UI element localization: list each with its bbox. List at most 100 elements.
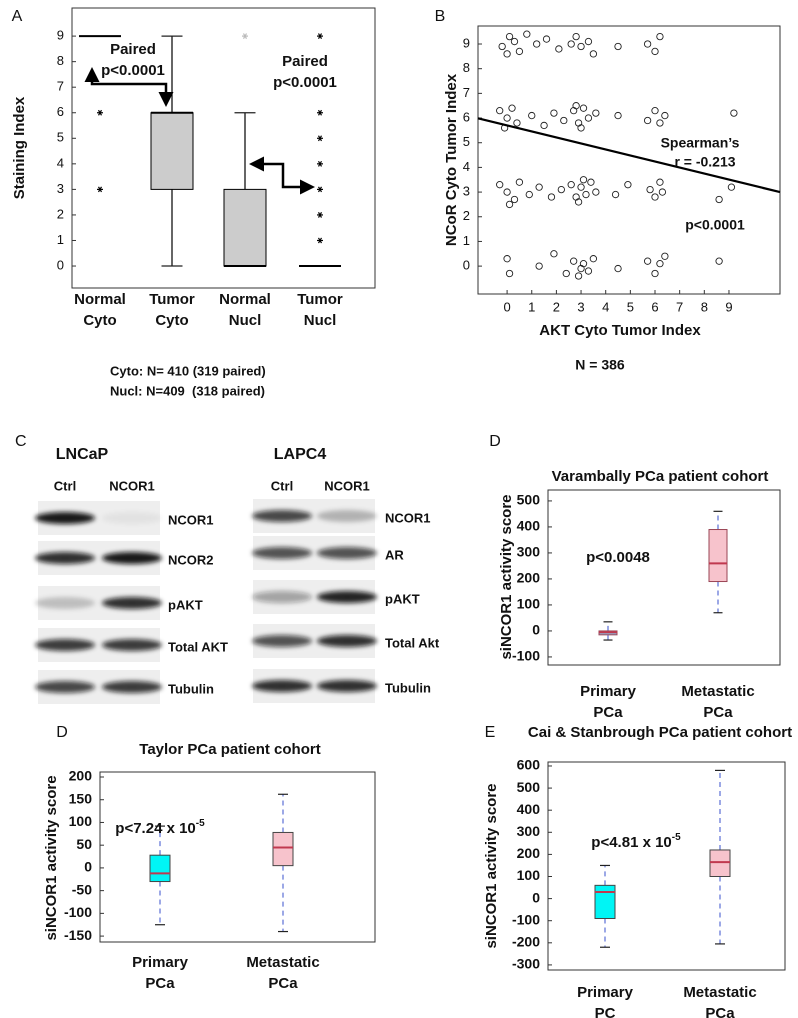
y-tick-label: 0 (84, 859, 92, 875)
point (592, 188, 600, 196)
text-line: PCa (705, 1005, 735, 1018)
point (567, 40, 575, 48)
panel-label: E (485, 724, 496, 741)
x-tick-label: 4 (602, 299, 609, 314)
y-tick-label: 7 (57, 79, 64, 94)
point (582, 190, 590, 199)
point (535, 183, 543, 191)
x-tick-label: Metastatic PCa (246, 954, 319, 992)
annotation: Spearman’s (661, 135, 740, 151)
point (577, 124, 585, 132)
annotation: Paired p<0.0001 (101, 41, 165, 79)
y-tick-label: 5 (463, 134, 470, 149)
point (498, 42, 506, 51)
box (150, 112, 194, 190)
x-tick-label: Primary PCa (132, 954, 189, 992)
point (661, 252, 669, 260)
trend-line (477, 117, 781, 194)
text-line: PCa (268, 975, 298, 992)
band-label: Total AKT (168, 639, 228, 654)
point (496, 181, 504, 189)
point (589, 255, 598, 263)
point (503, 50, 511, 58)
box (149, 854, 171, 883)
panel-label: D (489, 433, 501, 450)
point (515, 47, 524, 56)
text-line: PCa (703, 704, 733, 721)
band-label: NCOR1 (168, 512, 214, 527)
annotation-text: p<4.81 x 10 (591, 834, 671, 851)
point (505, 32, 514, 41)
text-line: Primary (132, 954, 189, 971)
box (594, 884, 616, 919)
point (510, 195, 519, 204)
point (572, 32, 580, 41)
annotation-text: p<7.24 x 10 (115, 820, 195, 837)
band (35, 639, 95, 651)
point (533, 40, 541, 48)
y-tick-label: 0 (463, 258, 470, 273)
x-tick-label: Tumor Nucl (297, 291, 343, 329)
point (651, 269, 659, 278)
panel-label: C (15, 433, 27, 450)
point (624, 181, 632, 189)
point (579, 176, 588, 184)
band (102, 639, 162, 651)
y-tick-label: 0 (532, 889, 540, 905)
box (272, 831, 294, 867)
cell-line: LNCaP (56, 446, 109, 463)
text-line: Paired (282, 53, 328, 70)
point (574, 119, 583, 127)
y-tick-label: 150 (69, 790, 93, 806)
text-line: Normal (219, 291, 271, 308)
outlier (97, 186, 103, 193)
asterisk-stroke (317, 160, 323, 167)
y-tick-label: 100 (517, 596, 541, 612)
point (661, 111, 669, 120)
point (643, 257, 652, 265)
y-tick-label: 0 (532, 622, 540, 638)
lane-label: NCOR1 (109, 478, 155, 493)
band (35, 512, 95, 524)
band (252, 680, 312, 692)
y-tick-label: 0 (57, 257, 64, 272)
y-tick-label: 500 (517, 492, 541, 508)
point (508, 104, 516, 112)
asterisk-stroke (317, 212, 323, 218)
band-label: Tubulin (385, 680, 431, 695)
outlier (317, 33, 323, 40)
point (503, 188, 511, 196)
y-tick-label: -100 (512, 911, 540, 927)
band (35, 597, 95, 609)
point (555, 45, 563, 53)
asterisk-stroke (242, 33, 248, 40)
chart-title: Cai & Stanbrough PCa patient cohort (528, 724, 792, 741)
arrow (84, 67, 174, 107)
asterisk-stroke (317, 186, 323, 193)
band (317, 510, 377, 522)
point (658, 188, 667, 196)
y-tick-label: 4 (463, 159, 470, 174)
point (584, 114, 593, 122)
lane-label: NCOR1 (324, 478, 370, 493)
x-tick-label: 9 (725, 299, 732, 314)
point (651, 47, 659, 56)
y-tick-label: 4 (57, 155, 64, 170)
x-axis-label: AKT Cyto Tumor Index (539, 322, 701, 339)
band-label: NCOR1 (385, 510, 431, 525)
text-line: Cyto (83, 312, 116, 329)
point (592, 109, 600, 117)
band-label: Total Akt (385, 635, 440, 650)
y-tick-label: 500 (517, 779, 541, 795)
plot-frame (547, 761, 786, 971)
text-line: Metastatic (681, 683, 754, 700)
point (505, 200, 514, 209)
y-tick-label: 100 (517, 867, 541, 883)
point (584, 37, 593, 46)
cell-line: LAPC4 (274, 446, 327, 463)
x-tick-label: 2 (553, 299, 560, 314)
y-tick-label: 3 (463, 184, 470, 199)
point (572, 102, 580, 110)
x-tick-label: Normal Nucl (219, 291, 271, 329)
x-tick-label: Metastatic PCa (681, 683, 754, 721)
